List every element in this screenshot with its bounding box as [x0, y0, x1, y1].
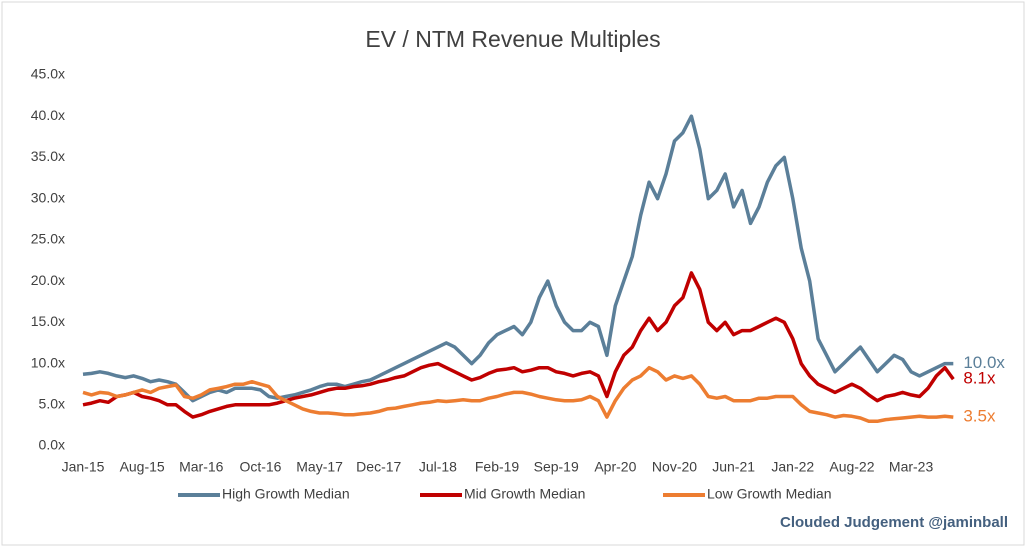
end-label: 10.0x: [963, 353, 1005, 372]
x-tick-label: Nov-20: [652, 459, 697, 475]
y-tick-label: 20.0x: [31, 272, 65, 288]
series-line: [82, 365, 954, 424]
x-tick-label: Aug-15: [120, 459, 165, 475]
y-tick-label: 5.0x: [39, 395, 65, 411]
y-tick-label: 0.0x: [39, 437, 65, 453]
source-label: Clouded Judgement @jaminball: [780, 514, 1008, 531]
legend-label: High Growth Median: [222, 486, 350, 502]
series-line: [82, 114, 954, 403]
x-tick-label: Jan-15: [62, 459, 105, 475]
y-tick-label: 10.0x: [31, 354, 65, 370]
y-tick-label: 45.0x: [31, 66, 65, 82]
x-tick-label: May-17: [296, 459, 343, 475]
y-tick-label: 40.0x: [31, 107, 65, 123]
x-tick-label: Jan-22: [771, 459, 814, 475]
x-tick-label: Oct-16: [239, 459, 281, 475]
x-tick-label: Sep-19: [534, 459, 579, 475]
x-tick-label: Feb-19: [475, 459, 520, 475]
end-label: 3.5x: [963, 407, 996, 426]
series-line: [82, 271, 955, 419]
end-label: 8.1x: [963, 369, 996, 388]
y-tick-label: 30.0x: [31, 189, 65, 205]
x-tick-label: Jul-18: [419, 459, 457, 475]
x-tick-label: Mar-23: [889, 459, 934, 475]
x-tick-label: Aug-22: [829, 459, 874, 475]
x-tick-label: Jun-21: [712, 459, 755, 475]
x-tick-label: Mar-16: [179, 459, 224, 475]
y-tick-label: 35.0x: [31, 148, 65, 164]
y-tick-label: 25.0x: [31, 231, 65, 247]
y-tick-label: 15.0x: [31, 313, 65, 329]
chart-title: EV / NTM Revenue Multiples: [365, 26, 660, 52]
x-tick-label: Dec-17: [356, 459, 401, 475]
x-tick-label: Apr-20: [594, 459, 636, 475]
legend-label: Low Growth Median: [707, 486, 832, 502]
legend-label: Mid Growth Median: [464, 486, 585, 502]
